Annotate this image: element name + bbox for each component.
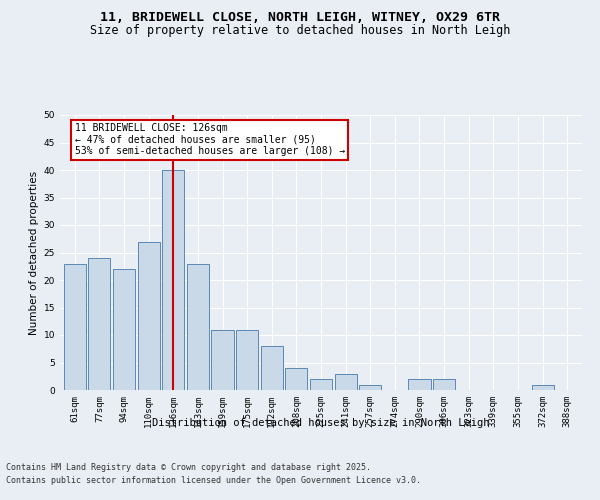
- Bar: [211, 330, 233, 390]
- Bar: [359, 384, 382, 390]
- Text: Contains public sector information licensed under the Open Government Licence v3: Contains public sector information licen…: [6, 476, 421, 485]
- Text: Contains HM Land Registry data © Crown copyright and database right 2025.: Contains HM Land Registry data © Crown c…: [6, 464, 371, 472]
- Text: 11 BRIDEWELL CLOSE: 126sqm
← 47% of detached houses are smaller (95)
53% of semi: 11 BRIDEWELL CLOSE: 126sqm ← 47% of deta…: [75, 123, 345, 156]
- Bar: [113, 269, 135, 390]
- Text: Distribution of detached houses by size in North Leigh: Distribution of detached houses by size …: [152, 418, 490, 428]
- Text: 11, BRIDEWELL CLOSE, NORTH LEIGH, WITNEY, OX29 6TR: 11, BRIDEWELL CLOSE, NORTH LEIGH, WITNEY…: [100, 11, 500, 24]
- Bar: [137, 242, 160, 390]
- Bar: [310, 379, 332, 390]
- Bar: [532, 384, 554, 390]
- Bar: [236, 330, 258, 390]
- Bar: [409, 379, 431, 390]
- Text: Size of property relative to detached houses in North Leigh: Size of property relative to detached ho…: [90, 24, 510, 37]
- Bar: [162, 170, 184, 390]
- Bar: [187, 264, 209, 390]
- Y-axis label: Number of detached properties: Number of detached properties: [29, 170, 40, 334]
- Bar: [285, 368, 307, 390]
- Bar: [335, 374, 357, 390]
- Bar: [260, 346, 283, 390]
- Bar: [64, 264, 86, 390]
- Bar: [88, 258, 110, 390]
- Bar: [433, 379, 455, 390]
